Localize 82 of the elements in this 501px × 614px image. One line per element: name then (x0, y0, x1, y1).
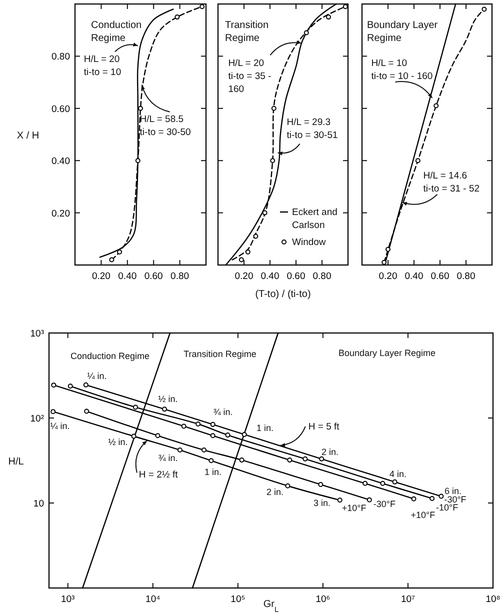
x-tick-label: 10⁸ (486, 594, 500, 605)
x-tick-label: 10⁶ (316, 594, 330, 605)
annotation: H/L = 58.5 ti-to = 30-50 (140, 114, 191, 138)
text: Transition Regime (225, 20, 269, 44)
x-tick-label: 0.60 (144, 271, 163, 282)
x-axis-title: Gr$_{L}$ (263, 599, 279, 614)
legend-label: Eckert and Carlson (292, 207, 338, 231)
point (117, 249, 122, 254)
point (326, 14, 331, 20)
annotation: ¾ in. (213, 407, 233, 417)
x-tick-label: 0.40 (404, 271, 424, 282)
annotation: Conduction Regime (70, 351, 150, 361)
point (304, 30, 309, 36)
point (238, 257, 244, 262)
annotation: Transition Regime (184, 349, 256, 359)
x-tick-label: 0.60 (430, 271, 450, 282)
point (262, 210, 268, 216)
x-axis-title: (T-to) / (ti-to) (255, 289, 311, 300)
annotation: 4 in. (389, 469, 407, 479)
point (342, 4, 348, 10)
point (434, 103, 439, 108)
annotation: H/L = 20 ti-to = 35 - 160 (228, 58, 272, 96)
y-tick-label: 10 (33, 498, 44, 510)
annotation: ½ in. (108, 437, 128, 447)
point (174, 14, 180, 20)
point (245, 249, 250, 254)
annotation: H = 2½ ft (138, 470, 178, 481)
annotation: 1 in. (204, 467, 222, 477)
point (109, 257, 114, 262)
x-tick-label: 0.40 (260, 271, 280, 282)
y-tick-label: 0.80 (52, 52, 70, 63)
annotation: 6 in. (444, 486, 462, 496)
annotation: Boundary Layer Regime (338, 348, 436, 358)
annotation: H = 5 ft (308, 421, 340, 432)
annotation: H/L = 29.3 ti-to = 30-51 (286, 116, 338, 141)
x-tick-label: 10⁴ (146, 594, 160, 605)
x-tick-label: 10⁷ (400, 594, 416, 605)
series-label: +10°F (410, 510, 436, 520)
series-label: -30°F (444, 494, 467, 504)
x-tick-label: 0.20 (378, 271, 398, 282)
x-tick-label: 0.20 (92, 271, 110, 282)
y-tick-label: 10² (30, 414, 44, 424)
point (253, 234, 258, 239)
series-label: -30°F (373, 498, 396, 509)
point (382, 260, 387, 265)
annotation: H/L = 20 ti-to = 10 (84, 54, 122, 78)
annotation: ½ in. (158, 394, 178, 404)
annotation: ¼ in. (87, 371, 107, 381)
point (138, 106, 143, 111)
x-tick-label: 0.20 (234, 271, 254, 282)
x-tick-label: 0.80 (456, 271, 476, 282)
point (200, 4, 205, 10)
series-label: -10°F (436, 502, 459, 512)
point (271, 106, 276, 111)
y-tick-label: 0.40 (52, 156, 70, 168)
point (415, 158, 420, 164)
annotation: 2 in. (266, 487, 284, 497)
x-tick-label: 0.80 (170, 271, 190, 282)
point (386, 246, 390, 252)
annotation: ¾ in. (158, 453, 178, 463)
y-tick-label: 0.20 (52, 208, 70, 220)
annotation: 3 in. (313, 498, 331, 508)
annotation: 2 in. (321, 447, 339, 457)
series-label: +10°F (342, 503, 367, 514)
annotation: 1 in. (256, 423, 274, 433)
x-tick-label: 0.60 (286, 271, 306, 282)
annotation: ¼ in. (50, 421, 70, 431)
legend-label: Window (292, 237, 326, 248)
y-axis-title: X / H (16, 130, 40, 142)
point (135, 158, 140, 164)
x-tick-label: 10⁵ (230, 594, 246, 605)
y-axis-title: H/L (8, 456, 24, 468)
y-tick-label: 0.60 (52, 104, 70, 115)
annotation: H/L = 14.6 ti-to = 31 - 52 (423, 170, 480, 194)
y-tick-label: 10³ (30, 328, 44, 340)
text: Conduction Regime (91, 20, 142, 44)
point (270, 158, 276, 164)
x-tick-label: 0.80 (312, 271, 332, 282)
text: Boundary Layer Regime (367, 20, 438, 44)
x-tick-label: 0.40 (118, 271, 137, 282)
point (482, 6, 487, 12)
annotation: H/L = 10 ti-to = 10 - 160 (371, 58, 433, 82)
